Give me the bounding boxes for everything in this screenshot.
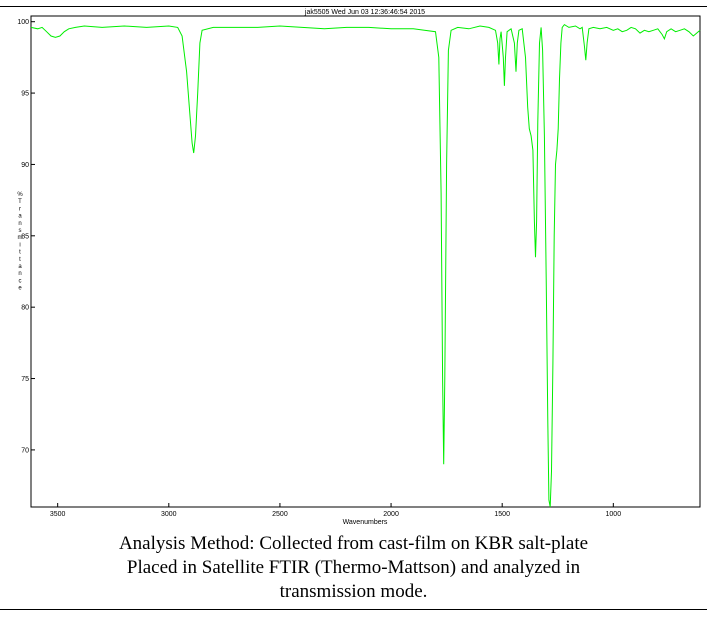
x-tick-label: 3500 [50, 511, 66, 518]
plot-frame [30, 15, 701, 508]
y-axis-label-char: n [18, 221, 21, 227]
y-tick-label: 95 [21, 91, 29, 98]
y-axis-label-char: T [18, 199, 22, 205]
y-axis-label-char: % [17, 192, 23, 198]
spectrum-line [30, 23, 701, 508]
y-axis-ticks: 100 95 90 85 80 75 70 [17, 19, 35, 454]
x-axis-ticks: 3500 3000 2500 2000 1500 1000 [50, 503, 621, 518]
bottom-rule [0, 609, 707, 610]
y-axis-label-char: i [19, 242, 20, 248]
caption: Analysis Method: Collected from cast-fil… [0, 532, 707, 604]
y-tick-label: 70 [21, 447, 29, 454]
y-axis-label-char: e [18, 286, 22, 292]
x-tick-label: 2500 [272, 511, 288, 518]
y-tick-label: 100 [17, 19, 29, 26]
caption-line-3: transmission mode. [279, 581, 428, 602]
x-tick-label: 2000 [383, 511, 399, 518]
x-tick-label: 1000 [606, 511, 622, 518]
top-rule [0, 6, 707, 7]
y-tick-label: 90 [21, 162, 29, 169]
y-tick-label: 75 [21, 376, 29, 383]
y-axis-label-char: t [19, 250, 21, 256]
y-axis-label-char: t [19, 257, 21, 263]
x-axis-label: Wavenumbers [343, 519, 388, 526]
y-axis-label-char: c [19, 278, 22, 284]
x-tick-label: 3000 [161, 511, 177, 518]
y-axis-label-char: a [18, 214, 22, 220]
y-axis-label-char: m [18, 235, 23, 241]
y-axis-label-char: n [18, 271, 21, 277]
y-axis-label-char: r [19, 206, 21, 212]
caption-line-2: Placed in Satellite FTIR (Thermo-Mattson… [126, 557, 581, 578]
chart-title: jak5505 Wed Jun 03 12:36:46:54 2015 [304, 9, 425, 16]
caption-line-1: Analysis Method: Collected from cast-fil… [118, 533, 589, 554]
y-axis-label-char: s [19, 228, 22, 234]
x-tick-label: 1500 [494, 511, 510, 518]
chart-svg: jak5505 Wed Jun 03 12:36:46:54 2015 100 9… [17, 9, 701, 526]
y-tick-label: 80 [21, 305, 29, 312]
y-axis-label-char: a [18, 264, 22, 270]
ftir-chart: jak5505 Wed Jun 03 12:36:46:54 2015 100 9… [0, 8, 707, 532]
y-tick-label: 85 [21, 233, 29, 240]
